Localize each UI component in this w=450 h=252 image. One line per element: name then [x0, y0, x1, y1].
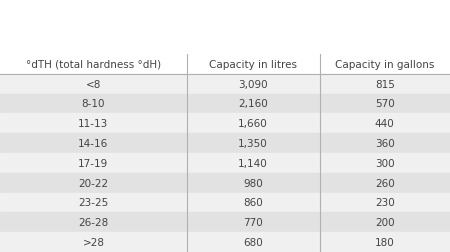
- Text: >28: >28: [82, 237, 104, 247]
- Bar: [0, 153, 450, 173]
- Text: 300: 300: [375, 158, 395, 168]
- Bar: [0, 94, 450, 114]
- Bar: [0, 212, 450, 232]
- Bar: [0, 173, 450, 193]
- Text: 14-16: 14-16: [78, 139, 108, 148]
- Text: 3,090: 3,090: [238, 79, 268, 89]
- Text: 1,660: 1,660: [238, 119, 268, 129]
- Text: 17-19: 17-19: [78, 158, 108, 168]
- Text: <8: <8: [86, 79, 101, 89]
- Bar: [0, 75, 450, 94]
- Text: 20-22: 20-22: [78, 178, 108, 188]
- Text: 570: 570: [375, 99, 395, 109]
- Text: 860: 860: [243, 198, 263, 208]
- Text: Capacity in gallons: Capacity in gallons: [335, 60, 434, 70]
- Text: 230: 230: [375, 198, 395, 208]
- Text: Capacity in litres: Capacity in litres: [209, 60, 297, 70]
- Text: 180: 180: [375, 237, 395, 247]
- Text: 8-10: 8-10: [81, 99, 105, 109]
- Bar: [0, 134, 450, 153]
- Text: 1,140: 1,140: [238, 158, 268, 168]
- Bar: [0, 55, 450, 75]
- Text: 980: 980: [243, 178, 263, 188]
- Text: 1,350: 1,350: [238, 139, 268, 148]
- Text: 2,160: 2,160: [238, 99, 268, 109]
- Text: 440: 440: [375, 119, 395, 129]
- Text: Filter capacity based on water hardness: Filter capacity based on water hardness: [12, 18, 438, 37]
- Text: 815: 815: [375, 79, 395, 89]
- Text: 260: 260: [375, 178, 395, 188]
- Text: 360: 360: [375, 139, 395, 148]
- Text: 200: 200: [375, 217, 395, 227]
- Text: °dTH (total hardness °dH): °dTH (total hardness °dH): [26, 60, 161, 70]
- Text: 11-13: 11-13: [78, 119, 108, 129]
- Text: 23-25: 23-25: [78, 198, 108, 208]
- Text: 770: 770: [243, 217, 263, 227]
- Text: 26-28: 26-28: [78, 217, 108, 227]
- Bar: [0, 193, 450, 212]
- Text: 680: 680: [243, 237, 263, 247]
- Bar: [0, 114, 450, 134]
- Bar: [0, 232, 450, 252]
